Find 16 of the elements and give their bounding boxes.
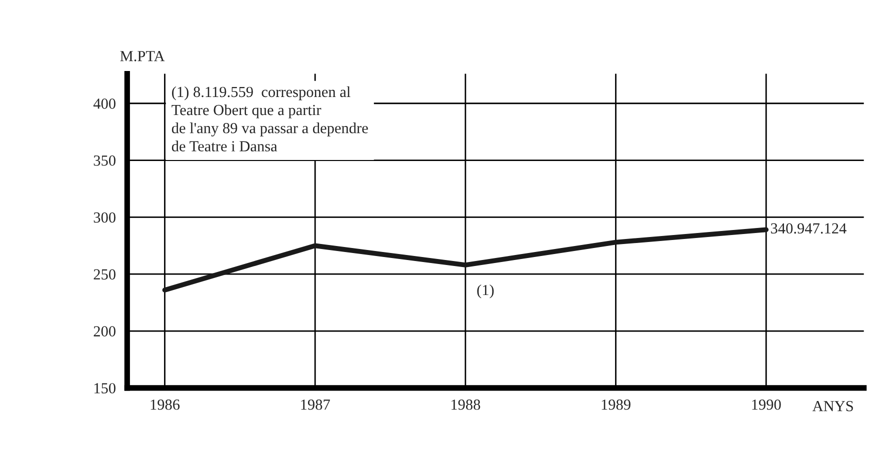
annotation: (1) 8.119.559 corresponen al Teatre Obert que a partir de l'any 89 va passar a dependre de Teatre i Dansa	[172, 86, 368, 152]
y-tick-label: 300	[94, 212, 116, 223]
y-tick-label: 350	[94, 155, 116, 166]
x-tick-label: 1986	[150, 399, 180, 410]
y-tick-label: 150	[94, 383, 116, 394]
y-tick-label: 200	[94, 326, 116, 336]
x-tick-label: 1989	[602, 399, 630, 410]
x-axis-title: ANYS	[812, 400, 853, 412]
x-tick-label: 1988	[452, 399, 480, 410]
x-tick-label: 1990	[752, 399, 781, 410]
x-tick-label: 1987	[301, 399, 330, 410]
annotation: 340.947.124	[771, 223, 846, 234]
y-axis-title: M.PTA	[120, 51, 165, 62]
annotation: (1)	[477, 284, 494, 298]
y-tick-label: 400	[93, 98, 116, 109]
y-tick-label: 250	[94, 269, 116, 280]
